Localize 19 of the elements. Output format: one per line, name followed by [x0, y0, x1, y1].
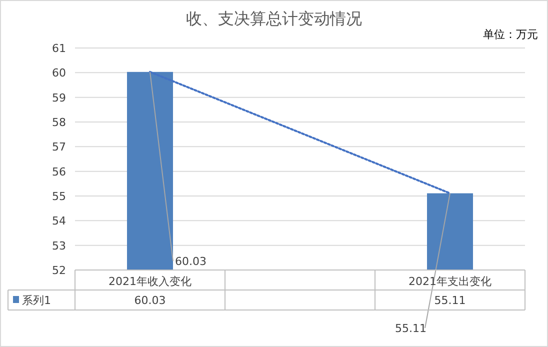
y-tick-label: 52 — [52, 264, 66, 277]
x-tick-label: 2021年收入变化 — [108, 275, 192, 288]
y-tick-label: 55 — [52, 190, 66, 203]
y-tick-label: 57 — [52, 140, 66, 154]
y-tick-label: 54 — [52, 214, 66, 228]
y-tick-label: 53 — [52, 239, 66, 252]
y-tick-label: 58 — [52, 116, 66, 129]
y-tick-label: 61 — [52, 42, 66, 55]
data-label: 60.03 — [134, 294, 166, 307]
y-tick-label: 60 — [52, 66, 66, 80]
data-label: 60.03 — [175, 255, 206, 268]
x-tick-label: 2021年支出变化 — [408, 275, 492, 288]
legend-label: 系列1 — [22, 294, 51, 307]
text: 单位：万元 — [483, 28, 538, 41]
data-label: 55.11 — [434, 294, 466, 307]
data-label: 55.11 — [395, 322, 426, 335]
y-tick-label: 56 — [52, 165, 66, 178]
chart-title: 收、支决算总计变动情况 — [186, 9, 362, 28]
y-tick-label: 59 — [52, 91, 66, 104]
